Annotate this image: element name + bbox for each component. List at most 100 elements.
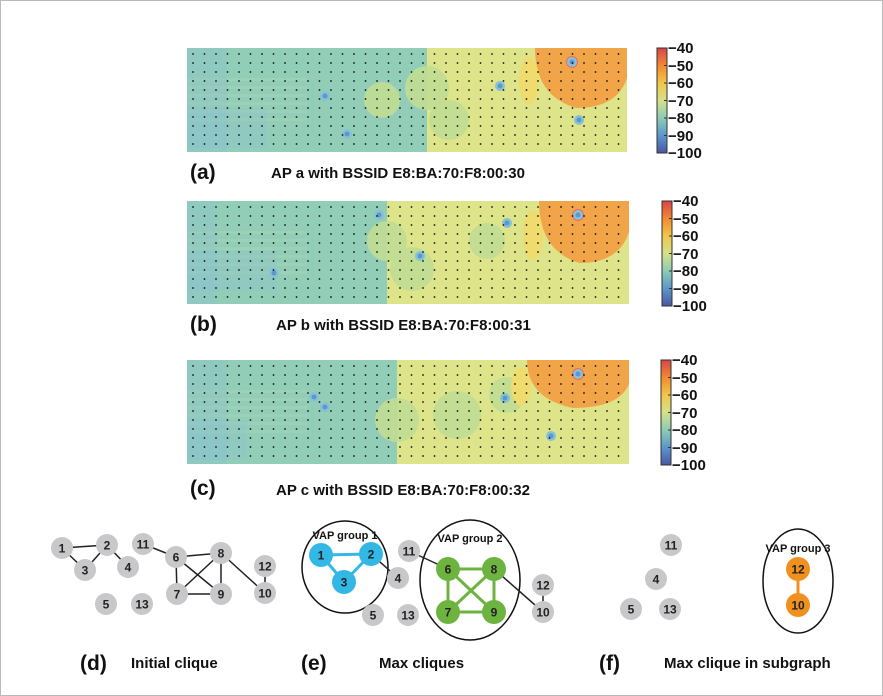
panel-letter-b: (b) <box>190 313 217 336</box>
clique-graphs: 1 2 3 4 5 6 7 8 9 10 11 12 13 VAP group … <box>51 519 834 641</box>
vap-group-1-outline <box>301 520 389 614</box>
heatmap-c-canvas <box>187 360 629 464</box>
graph-f: VAP group 3 4 5 10 11 12 13 <box>620 528 834 634</box>
caption-c: AP c with BSSID E8:BA:70:F8:00:32 <box>276 482 530 499</box>
graph-e-node-5: 5 <box>362 604 384 626</box>
svg-text:10: 10 <box>791 599 805 613</box>
svg-text:7: 7 <box>445 606 452 620</box>
graph-e-node-2: 2 <box>359 542 383 566</box>
svg-text:12: 12 <box>536 579 550 593</box>
graph-e-node-1: 1 <box>309 543 333 567</box>
colorbar-gradient <box>656 47 668 154</box>
graph-e-node-13: 13 <box>397 604 419 626</box>
graph-e: VAP group 1 VAP group 2 1 2 3 4 5 6 7 8 … <box>301 519 554 641</box>
colorbar-tick-label: −60 <box>672 387 698 404</box>
graph-e-node-7: 7 <box>436 600 460 624</box>
graph-e-node-6: 6 <box>436 557 460 581</box>
colorbar-tick-label: −100 <box>672 457 706 474</box>
svg-text:11: 11 <box>665 539 678 553</box>
svg-text:8: 8 <box>491 563 498 577</box>
colorbar-tick-label: −100 <box>668 145 702 162</box>
svg-text:9: 9 <box>491 606 498 620</box>
panel-letter-a: (a) <box>190 161 216 184</box>
colorbar-gradient <box>661 200 673 307</box>
svg-text:4: 4 <box>395 572 402 586</box>
svg-text:7: 7 <box>174 588 181 602</box>
vap-group-2-outline <box>419 519 521 641</box>
colorbar-tick-label: −80 <box>672 422 698 439</box>
svg-text:1: 1 <box>318 549 325 563</box>
caption-b: AP b with BSSID E8:BA:70:F8:00:31 <box>276 317 531 334</box>
svg-text:4: 4 <box>125 561 132 575</box>
panel-letter-c: (c) <box>190 477 216 500</box>
svg-text:1: 1 <box>59 542 66 556</box>
graph-d-node-8: 8 <box>210 542 232 564</box>
graph-f-node-12: 12 <box>786 557 810 581</box>
graph-d-node-10: 10 <box>254 582 276 604</box>
colorbar-tick-label: −80 <box>668 110 694 127</box>
graph-f-node-11: 11 <box>660 534 682 556</box>
colorbar-tick-label: −50 <box>672 369 698 387</box>
colorbar-tick-label: −40 <box>668 40 694 57</box>
svg-text:11: 11 <box>137 538 150 552</box>
heatmap-a <box>187 48 627 152</box>
svg-text:11: 11 <box>403 545 416 559</box>
colorbar-tick-label: −80 <box>673 263 699 280</box>
caption-f: Max clique in subgraph <box>664 655 831 672</box>
heatmap-a-canvas <box>187 48 627 152</box>
graph-d: 1 2 3 4 5 6 7 8 9 10 11 12 13 <box>51 533 276 615</box>
graph-f-node-5: 5 <box>620 598 642 620</box>
svg-text:12: 12 <box>791 563 805 577</box>
colorbar-tick-label: −90 <box>668 127 694 145</box>
svg-text:2: 2 <box>104 539 111 553</box>
caption-a: AP a with BSSID E8:BA:70:F8:00:30 <box>271 165 525 182</box>
svg-text:2: 2 <box>368 548 375 562</box>
svg-text:9: 9 <box>218 588 225 602</box>
colorbar-tick-label: −90 <box>673 280 699 298</box>
svg-text:8: 8 <box>218 547 225 561</box>
colorbar-tick-label: −70 <box>668 92 694 110</box>
svg-text:13: 13 <box>401 609 415 623</box>
vap-group-1-label: VAP group 1 <box>313 530 378 542</box>
graph-d-node-2: 2 <box>96 534 118 556</box>
colorbar-tick-label: −90 <box>672 439 698 457</box>
graph-d-node-11: 11 <box>132 533 154 555</box>
colorbar-tick-label: −60 <box>668 75 694 92</box>
heatmap-b <box>187 201 629 304</box>
panel-letter-f: (f) <box>599 652 620 675</box>
svg-text:13: 13 <box>135 598 149 612</box>
caption-e: Max cliques <box>379 655 465 672</box>
graph-e-node-9: 9 <box>482 600 506 624</box>
graph-f-node-4: 4 <box>645 568 667 590</box>
graph-e-node-3: 3 <box>332 570 356 594</box>
graph-d-node-6: 6 <box>165 546 187 568</box>
graph-e-node-4: 4 <box>387 567 409 589</box>
graph-d-node-13: 13 <box>131 593 153 615</box>
heatmap-b-canvas <box>187 201 629 304</box>
svg-text:6: 6 <box>445 563 452 577</box>
svg-text:5: 5 <box>103 598 110 612</box>
svg-text:12: 12 <box>258 560 272 574</box>
svg-text:5: 5 <box>370 609 377 623</box>
graph-e-node-10: 10 <box>532 601 554 623</box>
vap-group-3-label: VAP group 3 <box>766 543 831 555</box>
heatmap-c <box>187 360 629 464</box>
graph-f-node-13: 13 <box>659 598 681 620</box>
svg-text:10: 10 <box>258 587 272 601</box>
colorbar-tick-label: −50 <box>673 210 699 228</box>
graph-d-node-3: 3 <box>74 559 96 581</box>
colorbar-tick-label: −40 <box>673 193 699 210</box>
caption-d: Initial clique <box>131 655 218 672</box>
colorbar-tick-label: −70 <box>673 245 699 263</box>
graph-e-node-11: 11 <box>398 540 420 562</box>
svg-text:5: 5 <box>628 603 635 617</box>
svg-text:10: 10 <box>536 606 550 620</box>
svg-text:13: 13 <box>663 603 677 617</box>
svg-text:6: 6 <box>173 551 180 565</box>
colorbar-tick-label: −70 <box>672 404 698 422</box>
colorbar-tick-label: −60 <box>673 228 699 245</box>
colorbar-gradient <box>660 359 672 466</box>
graph-d-node-12: 12 <box>254 555 276 577</box>
svg-text:3: 3 <box>341 576 348 590</box>
